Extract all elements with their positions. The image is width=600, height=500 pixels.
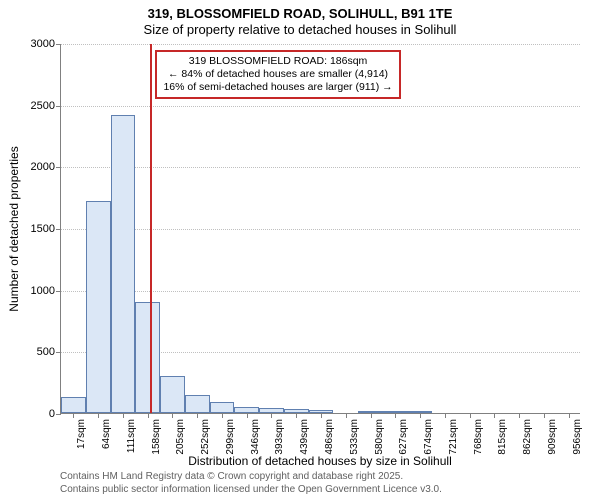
- x-tick-mark: [123, 413, 124, 418]
- x-tick-label: 956sqm: [572, 419, 583, 455]
- callout-line-3: 16% of semi-detached houses are larger (…: [163, 81, 392, 94]
- x-tick-label: 64sqm: [101, 419, 112, 449]
- y-tick-label: 3000: [5, 38, 55, 50]
- y-tick-mark: [56, 291, 61, 292]
- grid-line: [61, 229, 580, 230]
- grid-line: [61, 106, 580, 107]
- chart-title-description: Size of property relative to detached ho…: [0, 22, 600, 37]
- y-tick-label: 2000: [5, 161, 55, 173]
- x-tick-mark: [544, 413, 545, 418]
- callout-line-2: ← 84% of detached houses are smaller (4,…: [163, 68, 392, 81]
- x-tick-label: 580sqm: [374, 419, 385, 455]
- x-tick-label: 627sqm: [398, 419, 409, 455]
- y-tick-mark: [56, 167, 61, 168]
- y-tick-label: 0: [5, 408, 55, 420]
- x-tick-label: 205sqm: [175, 419, 186, 455]
- histogram-bar: [210, 402, 235, 413]
- histogram-bar: [61, 397, 86, 413]
- y-tick-label: 1000: [5, 285, 55, 297]
- x-tick-mark: [321, 413, 322, 418]
- y-tick-mark: [56, 229, 61, 230]
- x-tick-label: 17sqm: [76, 419, 87, 449]
- attribution-line-1: Contains HM Land Registry data © Crown c…: [60, 471, 403, 482]
- x-tick-mark: [197, 413, 198, 418]
- x-tick-label: 439sqm: [299, 419, 310, 455]
- x-tick-label: 674sqm: [423, 419, 434, 455]
- histogram-bar: [135, 302, 160, 413]
- histogram-bar: [160, 376, 185, 413]
- y-tick-mark: [56, 44, 61, 45]
- property-marker-line: [150, 44, 152, 413]
- x-tick-mark: [470, 413, 471, 418]
- x-tick-label: 346sqm: [250, 419, 261, 455]
- x-tick-mark: [98, 413, 99, 418]
- grid-line: [61, 291, 580, 292]
- x-tick-label: 909sqm: [547, 419, 558, 455]
- y-tick-label: 1500: [5, 223, 55, 235]
- grid-line: [61, 167, 580, 168]
- histogram-bar: [185, 395, 210, 414]
- x-tick-label: 486sqm: [324, 419, 335, 455]
- chart-title-address: 319, BLOSSOMFIELD ROAD, SOLIHULL, B91 1T…: [0, 6, 600, 21]
- x-tick-label: 862sqm: [522, 419, 533, 455]
- grid-line: [61, 44, 580, 45]
- y-tick-label: 2500: [5, 100, 55, 112]
- x-tick-mark: [395, 413, 396, 418]
- x-tick-mark: [172, 413, 173, 418]
- x-tick-label: 815sqm: [497, 419, 508, 455]
- histogram-bar: [111, 115, 136, 413]
- property-callout: 319 BLOSSOMFIELD ROAD: 186sqm← 84% of de…: [155, 50, 400, 99]
- x-axis-label: Distribution of detached houses by size …: [60, 454, 580, 468]
- x-tick-label: 533sqm: [349, 419, 360, 455]
- x-tick-mark: [371, 413, 372, 418]
- x-tick-mark: [420, 413, 421, 418]
- x-tick-label: 299sqm: [225, 419, 236, 455]
- y-tick-label: 500: [5, 346, 55, 358]
- x-tick-mark: [519, 413, 520, 418]
- x-tick-mark: [148, 413, 149, 418]
- x-tick-mark: [569, 413, 570, 418]
- x-tick-label: 252sqm: [200, 419, 211, 455]
- x-tick-label: 721sqm: [448, 419, 459, 455]
- x-tick-mark: [445, 413, 446, 418]
- histogram-bar: [86, 201, 111, 413]
- x-tick-label: 393sqm: [274, 419, 285, 455]
- x-tick-label: 158sqm: [151, 419, 162, 455]
- plot-area: [60, 44, 580, 414]
- y-tick-mark: [56, 106, 61, 107]
- callout-line-1: 319 BLOSSOMFIELD ROAD: 186sqm: [163, 55, 392, 68]
- y-tick-mark: [56, 352, 61, 353]
- x-tick-mark: [494, 413, 495, 418]
- attribution-line-2: Contains public sector information licen…: [60, 484, 442, 495]
- x-tick-label: 768sqm: [473, 419, 484, 455]
- property-size-chart: 319, BLOSSOMFIELD ROAD, SOLIHULL, B91 1T…: [0, 0, 600, 500]
- x-tick-mark: [296, 413, 297, 418]
- x-tick-mark: [222, 413, 223, 418]
- x-tick-mark: [73, 413, 74, 418]
- x-tick-mark: [247, 413, 248, 418]
- x-tick-mark: [271, 413, 272, 418]
- x-tick-label: 111sqm: [126, 419, 137, 453]
- y-tick-mark: [56, 414, 61, 415]
- x-tick-mark: [346, 413, 347, 418]
